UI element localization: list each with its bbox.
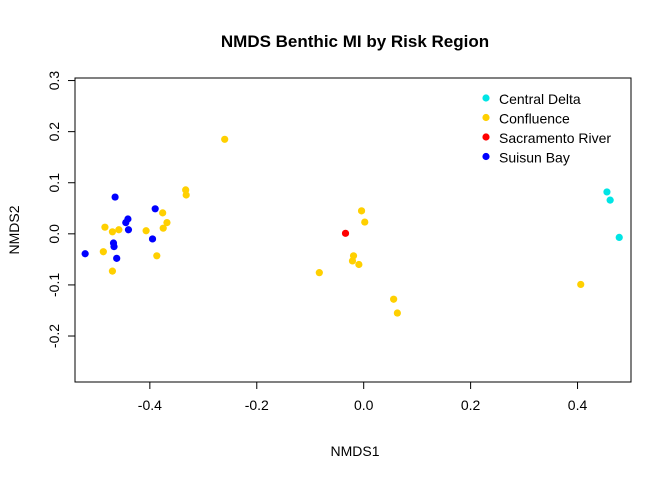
data-point [124, 226, 133, 234]
series-confluence [99, 135, 585, 317]
data-point [159, 209, 167, 217]
data-point [355, 260, 363, 269]
chart-title: NMDS Benthic MI by Risk Region [221, 32, 489, 51]
y-tick-label: -0.1 [46, 273, 62, 297]
data-point [122, 218, 130, 227]
x-axis: -0.4 -0.2 0.0 0.2 0.4 [138, 381, 588, 413]
data-point [606, 196, 614, 204]
legend-label-sacramento-river: Sacramento River [499, 130, 611, 146]
y-tick-label: 0.3 [46, 71, 62, 91]
x-tick-label: 0.0 [354, 397, 374, 413]
data-point [151, 205, 159, 213]
legend-marker-central-delta [482, 94, 490, 102]
data-point [153, 252, 161, 260]
data-point [341, 229, 350, 237]
x-tick-label: 0.4 [568, 397, 588, 413]
y-tick-label: 0.1 [46, 173, 62, 193]
data-point [159, 224, 167, 232]
data-point [108, 228, 117, 236]
data-point [390, 295, 398, 303]
data-point [163, 218, 171, 227]
legend-label-central-delta: Central Delta [499, 91, 581, 107]
data-point [348, 257, 357, 265]
legend-label-confluence: Confluence [499, 111, 570, 127]
legend-marker-suisun-bay [482, 152, 490, 161]
y-tick-label: 0.2 [46, 122, 62, 142]
data-point [361, 218, 369, 226]
data-point [81, 250, 89, 258]
data-point [221, 135, 229, 143]
data-point [182, 191, 190, 199]
y-tick-label: -0.2 [46, 324, 62, 348]
data-point [142, 227, 150, 235]
legend-marker-confluence [482, 113, 490, 122]
data-point [110, 243, 118, 251]
y-tick-label: 0.0 [46, 224, 62, 244]
data-point [99, 248, 107, 256]
series-suisun-bay [81, 193, 159, 262]
data-point [111, 193, 119, 201]
data-point [101, 223, 109, 231]
legend-label-suisun-bay: Suisun Bay [499, 150, 570, 166]
x-axis-label: NMDS1 [330, 443, 379, 459]
series-sacramento-river [341, 229, 350, 237]
data-point [113, 254, 121, 262]
legend-marker-sacramento-river [482, 133, 490, 141]
x-tick-label: -0.2 [245, 397, 269, 413]
y-axis: -0.2 -0.1 0.0 0.1 0.2 0.3 [46, 71, 76, 348]
x-tick-label: -0.4 [138, 397, 162, 413]
data-point [315, 269, 323, 277]
data-point [357, 207, 366, 215]
data-point [577, 280, 585, 289]
data-point [393, 309, 401, 317]
y-axis-label: NMDS2 [6, 205, 22, 254]
data-point [615, 233, 623, 242]
data-point [115, 226, 123, 234]
data-point [108, 267, 117, 275]
legend: Central Delta Confluence Sacramento River S… [482, 91, 611, 166]
series-central-delta [603, 188, 623, 242]
data-point [603, 188, 611, 196]
data-points [81, 135, 623, 317]
data-point [148, 235, 157, 243]
x-tick-label: 0.2 [461, 397, 481, 413]
